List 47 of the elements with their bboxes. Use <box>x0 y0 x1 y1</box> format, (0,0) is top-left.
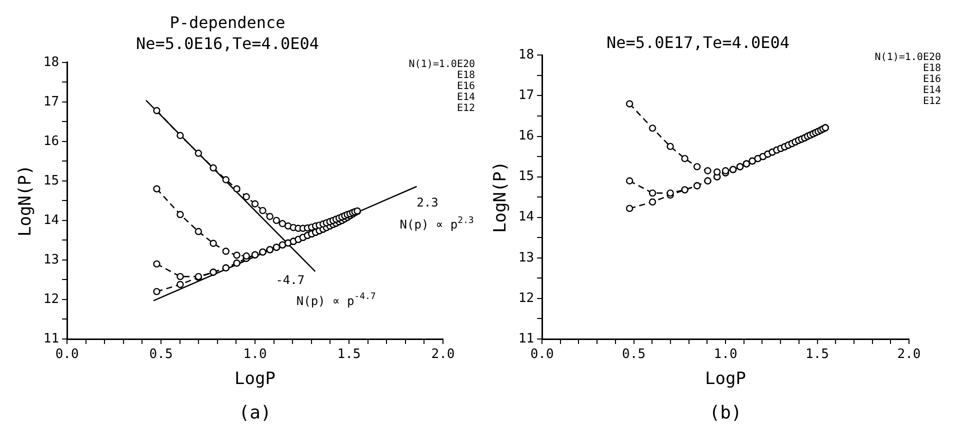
y-tick-label: 12 <box>43 292 60 307</box>
y-tick-label: 15 <box>518 169 534 184</box>
text: E16 <box>922 74 941 85</box>
y-tick-label: 16 <box>518 128 534 144</box>
chart-title: Ne=5.0E17,Te=4.0E04 <box>606 32 790 52</box>
x-axis-title: LogP <box>234 369 276 390</box>
y-tick-label: 14 <box>518 210 534 225</box>
y-tick-label: 18 <box>43 54 60 70</box>
x-tick-label: 0.5 <box>622 347 646 362</box>
y-tick-label: 11 <box>43 331 60 346</box>
text: E18 <box>922 62 941 74</box>
y-tick-label: 11 <box>518 331 534 346</box>
text: E14 <box>922 84 941 96</box>
text: (a) <box>238 402 272 424</box>
y-tick-label: 17 <box>43 94 60 110</box>
y-tick-label: 14 <box>43 212 60 228</box>
text: E12 <box>456 102 475 114</box>
y-tick-label: 18 <box>518 48 534 63</box>
x-tick-label: 0.0 <box>55 347 79 362</box>
x-tick-label: 1.5 <box>337 347 361 362</box>
annotation: N(1)=1.0E20 <box>408 58 476 70</box>
text: (b) <box>709 402 742 424</box>
chart-title: P-dependence <box>170 12 286 32</box>
y-tick-label: 13 <box>43 252 60 268</box>
x-tick-label: 0.0 <box>530 347 554 362</box>
text: E14 <box>456 92 475 103</box>
x-tick-label: 2.0 <box>897 347 921 362</box>
y-axis-title: LogN(P) <box>16 164 36 237</box>
x-tick-label: 1.0 <box>243 347 267 362</box>
x-tick-label: 2.0 <box>431 347 455 362</box>
x-tick-label: 1.5 <box>806 347 830 362</box>
annotation: N(1)=1.0E20 <box>874 52 942 63</box>
text: E18 <box>456 70 475 81</box>
y-tick-label: 16 <box>43 134 60 149</box>
text: E16 <box>456 80 475 92</box>
annotation: -4.7 <box>276 273 305 288</box>
x-tick-label: 1.0 <box>714 347 738 362</box>
y-tick-label: 15 <box>43 173 60 188</box>
y-tick-label: 13 <box>518 250 534 266</box>
text: E12 <box>922 96 941 107</box>
annotation: 2.3 <box>416 196 438 210</box>
x-tick-label: 0.5 <box>149 347 173 362</box>
y-axis-title: LogN(P) <box>490 161 511 233</box>
y-tick-label: 17 <box>518 88 534 104</box>
y-tick-label: 12 <box>518 290 534 306</box>
x-axis-title: LogP <box>705 369 746 390</box>
chart-subtitle: Ne=5.0E16,Te=4.0E04 <box>136 34 320 53</box>
